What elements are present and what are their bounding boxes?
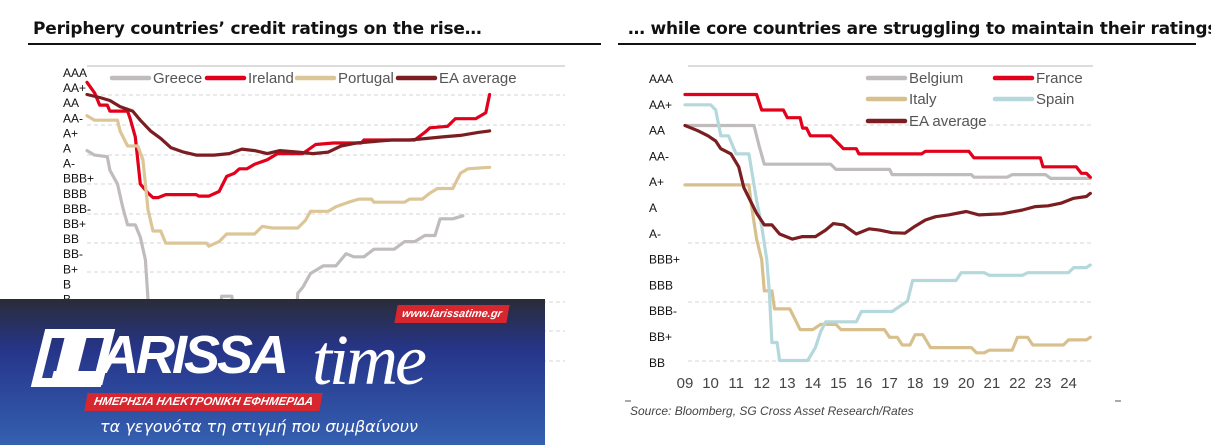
series-line-france xyxy=(683,92,1092,179)
y-tick-label: BB+ xyxy=(63,217,86,231)
logo-wordmark: ARISSA xyxy=(100,325,289,385)
x-tick-label: 15 xyxy=(830,375,847,392)
x-tick-label: 19 xyxy=(932,375,949,392)
legend-label: Greece xyxy=(153,70,202,87)
y-tick-label: AA+ xyxy=(649,98,672,112)
x-tick-label: 10 xyxy=(702,375,719,392)
y-tick-label: AA xyxy=(63,96,79,110)
x-tick-label: 21 xyxy=(983,375,1000,392)
y-tick-label: BBB xyxy=(649,278,673,292)
x-tick-label: 18 xyxy=(907,375,924,392)
legend-label: EA average xyxy=(909,113,987,130)
logo-tagline: ΗΜΕΡΗΣΙΑ ΗΛΕΚΤΡΟΝΙΚΗ ΕΦΗΜΕΡΙΔΑ xyxy=(84,393,323,411)
y-tick-label: A+ xyxy=(649,175,664,189)
legend-label: France xyxy=(1036,70,1083,87)
series-line-ea-average xyxy=(85,92,492,157)
legend-label: EA average xyxy=(439,70,517,87)
y-tick-label: BB+ xyxy=(649,330,672,344)
y-tick-label: AA xyxy=(649,124,665,138)
y-tick-label: A+ xyxy=(63,126,78,140)
x-tick-label: 22 xyxy=(1009,375,1026,392)
left-title-rule xyxy=(28,43,601,45)
y-tick-label: BB- xyxy=(63,247,83,261)
x-tick-label: 23 xyxy=(1035,375,1052,392)
x-tick-label: 12 xyxy=(753,375,770,392)
x-tick-label: 13 xyxy=(779,375,796,392)
y-tick-label: AA+ xyxy=(63,81,86,95)
series-line-ea-average xyxy=(683,123,1092,241)
y-tick-label: BBB xyxy=(63,187,87,201)
y-tick-label: B+ xyxy=(63,262,78,276)
y-tick-label: BBB+ xyxy=(649,253,680,267)
legend-label: Belgium xyxy=(909,70,963,87)
y-tick-label: BB xyxy=(649,356,665,370)
x-tick-label: 11 xyxy=(728,375,744,392)
y-tick-label: A xyxy=(63,142,71,156)
series-line-belgium xyxy=(683,123,1092,180)
legend-label: Italy xyxy=(909,91,937,108)
right-title-rule xyxy=(618,43,1196,45)
x-tick-label: 16 xyxy=(856,375,873,392)
legend-label: Portugal xyxy=(338,70,394,87)
y-tick-label: AAA xyxy=(63,66,87,80)
y-tick-label: A- xyxy=(63,157,75,171)
y-tick-label: AA- xyxy=(649,149,669,163)
legend-label: Ireland xyxy=(248,70,294,87)
larissatime-logo: ARISSA time www.larissatime.gr ΗΜΕΡΗΣΙΑ … xyxy=(0,299,545,445)
y-tick-label: BB xyxy=(63,232,79,246)
series-line-italy xyxy=(683,183,1092,355)
y-tick-label: A xyxy=(649,201,657,215)
logo-url: www.larissatime.gr xyxy=(394,305,510,323)
y-tick-label: AAA xyxy=(649,72,673,86)
logo-time: time xyxy=(312,320,427,400)
x-tick-label: 17 xyxy=(881,375,898,392)
logo-slogan: τα γεγονότα τη στιγμή που συμβαίνουν xyxy=(100,417,418,436)
series-line-ireland xyxy=(85,80,492,200)
series-line-spain xyxy=(683,103,1092,363)
left-chart-title: Periphery countries’ credit ratings on t… xyxy=(33,19,482,39)
x-tick-label: 24 xyxy=(1060,375,1077,392)
x-tick-label: 09 xyxy=(677,375,694,392)
x-tick-label: 20 xyxy=(958,375,975,392)
source-note: Source: Bloomberg, SG Cross Asset Resear… xyxy=(630,404,914,418)
logo-l-foot xyxy=(50,371,106,385)
y-tick-label: A- xyxy=(649,227,661,241)
y-tick-label: B xyxy=(63,277,71,291)
legend-label: Spain xyxy=(1036,91,1074,108)
y-tick-label: BBB+ xyxy=(63,172,94,186)
right-chart-title: … while core countries are struggling to… xyxy=(628,19,1211,39)
y-tick-label: BBB- xyxy=(63,202,91,216)
series-line-portugal xyxy=(85,114,492,248)
x-tick-label: 14 xyxy=(805,375,822,392)
y-tick-label: BBB- xyxy=(649,304,677,318)
y-tick-label: AA- xyxy=(63,111,83,125)
